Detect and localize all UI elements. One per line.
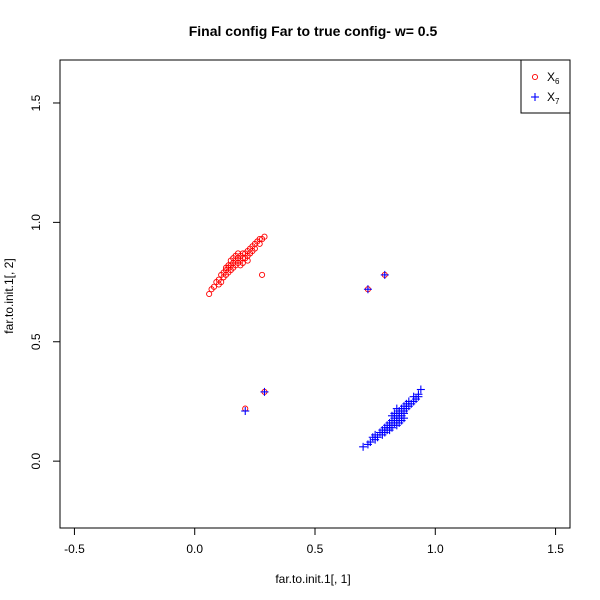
data-point	[380, 270, 389, 279]
data-point	[414, 390, 423, 399]
data-point	[241, 407, 250, 415]
legend-marker	[531, 73, 539, 81]
data-point	[366, 438, 375, 447]
data-point	[260, 387, 269, 396]
x-tick-label: 1.5	[547, 542, 564, 556]
data-points	[206, 233, 425, 451]
data-point	[210, 283, 218, 290]
data-point	[256, 240, 263, 247]
data-point	[400, 414, 409, 423]
data-point	[239, 259, 246, 267]
data-point	[404, 397, 413, 406]
data-point	[363, 285, 372, 294]
data-point	[244, 257, 251, 264]
plot-frame	[59, 59, 571, 529]
legend-label: X6	[547, 70, 560, 86]
data-point	[259, 271, 266, 278]
data-point	[261, 233, 268, 240]
series-x6	[206, 233, 388, 412]
data-point	[416, 385, 425, 394]
data-point	[251, 245, 258, 252]
y-tick-label: 1.5	[29, 94, 43, 111]
x-tick-label: 0.0	[186, 542, 203, 556]
legend-marker	[531, 93, 539, 101]
x-axis-label: far.to.init.1[, 1]	[275, 572, 350, 586]
legend-label: X7	[547, 90, 560, 106]
x-tick-label: 1.0	[427, 542, 444, 556]
data-point	[222, 264, 230, 271]
data-point	[359, 442, 368, 451]
y-axis-label: far.to.init.1[, 2]	[2, 258, 16, 333]
data-point	[390, 409, 399, 418]
legend-box	[520, 59, 571, 114]
x-tick-label: -0.5	[64, 542, 85, 556]
y-tick-label: 0.0	[29, 452, 43, 469]
series-x7	[241, 270, 425, 451]
data-point	[215, 281, 222, 288]
data-point	[385, 426, 394, 435]
y-tick-label: 0.5	[29, 333, 43, 350]
y-axis: 0.0 0.5 1.0 1.5	[29, 94, 61, 469]
chart-title: Final config Far to true config- w= 0.5	[189, 23, 438, 39]
x-axis: -0.5 0.0 0.5 1.0 1.5	[64, 527, 564, 556]
data-point	[409, 392, 418, 401]
data-point	[234, 250, 242, 257]
data-point	[206, 290, 213, 298]
x-tick-label: 0.5	[307, 542, 324, 556]
data-point	[368, 433, 377, 442]
data-point	[392, 404, 401, 413]
y-tick-label: 1.0	[29, 214, 43, 231]
